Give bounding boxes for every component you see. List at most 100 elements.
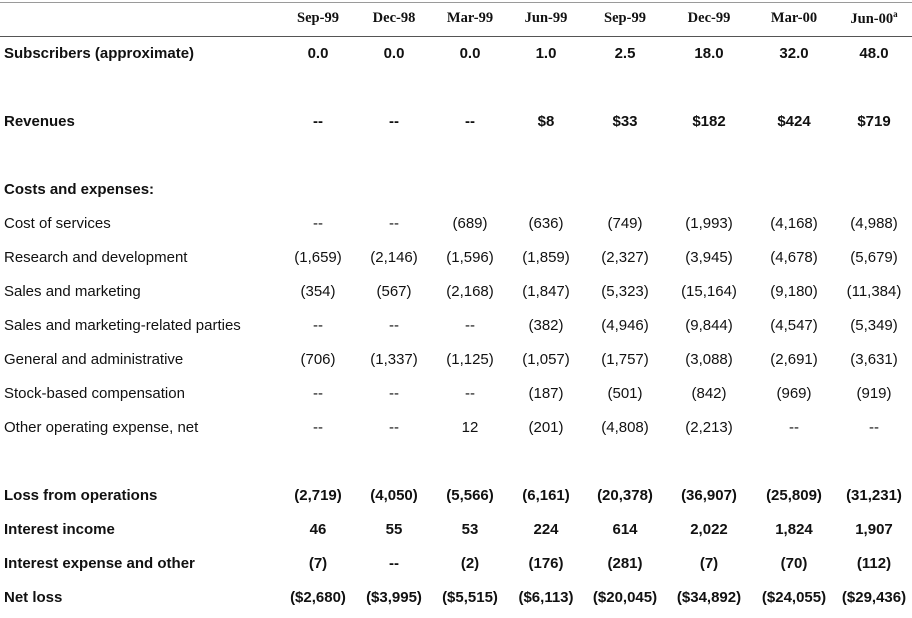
- table-row: Interest income 46 55 53 224 614 2,022 1,824 1,9…: [0, 512, 912, 546]
- footnote-marker: a: [893, 8, 898, 19]
- table-row: Net loss ($2,680) ($3,995) ($5,515) ($6,113)…: [0, 580, 912, 614]
- value-cell: 46: [309, 520, 327, 538]
- value-cell: [432, 172, 508, 206]
- value-cell: (6,161): [522, 486, 570, 504]
- value-cell: 0.0: [459, 44, 481, 62]
- top-rule: [0, 2, 912, 3]
- row-label: Interest income: [4, 520, 115, 538]
- value-cell: ($6,113): [518, 588, 574, 606]
- table-row: Other operating expense, net -- -- 12 (201) (…: [0, 410, 912, 444]
- spacer-cell: [0, 444, 912, 478]
- spacer-row: [0, 444, 912, 478]
- value-cell: (1,859): [522, 248, 570, 266]
- value-cell: (31,231): [846, 486, 902, 504]
- value-cell: 55: [385, 520, 403, 538]
- value-cell: (2): [460, 554, 480, 572]
- column-header: Jun-00a: [836, 0, 912, 36]
- value-cell: (706): [300, 350, 336, 368]
- row-label: Interest expense and other: [4, 554, 195, 572]
- spacer-cell: [0, 138, 912, 172]
- value-cell: (70): [780, 554, 808, 572]
- column-header-label: Mar-00: [770, 9, 818, 26]
- value-cell: 53: [461, 520, 479, 538]
- value-cell: ($3,995): [366, 588, 422, 606]
- row-label: Research and development: [4, 248, 188, 266]
- header-rule: [0, 36, 912, 37]
- value-cell: $424: [777, 112, 811, 130]
- table-row: Revenues -- -- -- $8 $33 $182 $424 $719: [0, 104, 912, 138]
- value-cell: (201): [528, 418, 564, 436]
- value-cell: 0.0: [307, 44, 329, 62]
- value-cell: 2,022: [690, 520, 728, 538]
- value-cell: --: [313, 418, 323, 436]
- value-cell: (1,337): [370, 350, 418, 368]
- value-cell: (1,596): [446, 248, 494, 266]
- value-cell: (919): [856, 384, 892, 402]
- value-cell: (112): [856, 554, 892, 572]
- value-cell: ($24,055): [761, 588, 827, 606]
- value-cell: (1,757): [601, 350, 649, 368]
- value-cell: (3,631): [850, 350, 898, 368]
- value-cell: (1,659): [294, 248, 342, 266]
- value-cell: 0.0: [383, 44, 405, 62]
- value-cell: (176): [528, 554, 564, 572]
- value-cell: ($29,436): [841, 588, 907, 606]
- header-row: Sep-99 Dec-98 Mar-99 Jun-99 Sep-99 Dec-99 Mar-…: [0, 0, 912, 36]
- value-cell: [752, 172, 836, 206]
- header-label-cell: [0, 0, 280, 36]
- value-cell: (7): [308, 554, 328, 572]
- column-header-label: Jun-99: [524, 9, 568, 26]
- value-cell: (25,809): [766, 486, 822, 504]
- value-cell: (4,988): [850, 214, 898, 232]
- table-row: Sales and marketing-related parties -- -- -…: [0, 308, 912, 342]
- value-cell: (3,088): [685, 350, 733, 368]
- value-cell: (501): [607, 384, 643, 402]
- value-cell: [836, 172, 912, 206]
- value-cell: (9,844): [685, 316, 733, 334]
- column-header: Dec-98: [356, 0, 432, 36]
- value-cell: (567): [376, 282, 412, 300]
- row-label: Costs and expenses:: [4, 180, 155, 198]
- column-header-label: Dec-98: [372, 9, 416, 26]
- value-cell: --: [313, 214, 323, 232]
- value-cell: 32.0: [779, 44, 809, 62]
- value-cell: ($20,045): [592, 588, 658, 606]
- value-cell: --: [313, 384, 323, 402]
- value-cell: 18.0: [694, 44, 724, 62]
- value-cell: (1,847): [522, 282, 570, 300]
- value-cell: --: [389, 554, 399, 572]
- row-label: Cost of services: [4, 214, 111, 232]
- value-cell: (2,719): [294, 486, 342, 504]
- column-header: Mar-99: [432, 0, 508, 36]
- row-label: Stock-based compensation: [4, 384, 185, 402]
- value-cell: (5,323): [601, 282, 649, 300]
- value-cell: [280, 172, 356, 206]
- column-header-label: Jun-00: [850, 10, 894, 27]
- table-row: Subscribers (approximate) 0.0 0.0 0.0 1.0 2.5…: [0, 36, 912, 70]
- value-cell: 1,824: [775, 520, 813, 538]
- row-label: Sales and marketing-related parties: [4, 316, 241, 334]
- table-row: Stock-based compensation -- -- -- (187) (501)…: [0, 376, 912, 410]
- value-cell: (4,678): [770, 248, 818, 266]
- value-cell: (2,691): [770, 350, 818, 368]
- value-cell: 2.5: [614, 44, 636, 62]
- spacer-row: [0, 138, 912, 172]
- value-cell: --: [389, 112, 399, 130]
- column-header: Dec-99: [666, 0, 752, 36]
- value-cell: (842): [691, 384, 727, 402]
- value-cell: ($2,680): [290, 588, 346, 606]
- value-cell: (20,378): [597, 486, 653, 504]
- value-cell: --: [789, 418, 799, 436]
- value-cell: (1,125): [446, 350, 494, 368]
- value-cell: (9,180): [770, 282, 818, 300]
- value-cell: (4,946): [601, 316, 649, 334]
- value-cell: (689): [452, 214, 488, 232]
- row-label: Revenues: [4, 112, 75, 130]
- column-header: Mar-00: [752, 0, 836, 36]
- value-cell: (187): [528, 384, 564, 402]
- value-cell: 224: [533, 520, 559, 538]
- value-cell: --: [465, 316, 475, 334]
- value-cell: (354): [300, 282, 336, 300]
- value-cell: ($5,515): [442, 588, 498, 606]
- table-body: Subscribers (approximate) 0.0 0.0 0.0 1.0 2.5…: [0, 36, 912, 614]
